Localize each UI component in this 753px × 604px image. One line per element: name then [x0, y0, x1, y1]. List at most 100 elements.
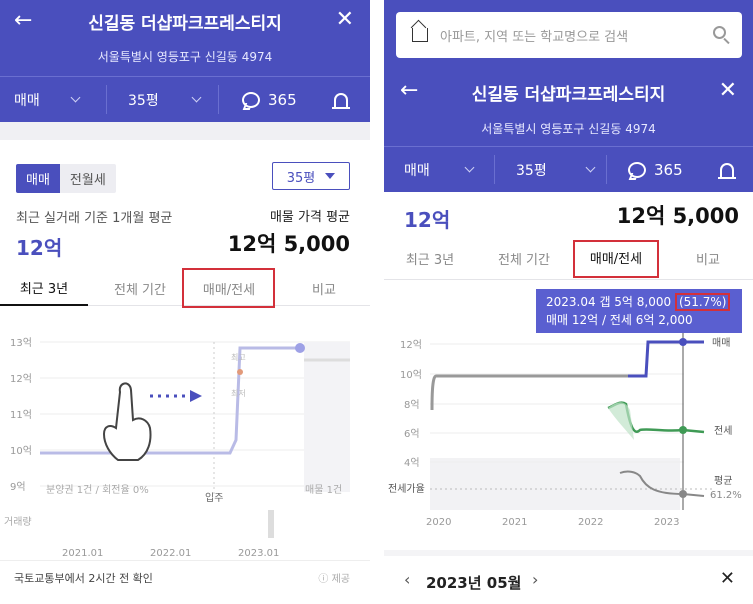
- x-label-2022: 2022: [578, 517, 603, 528]
- legend-jeonse: 전세: [714, 425, 732, 437]
- alert-button[interactable]: [718, 147, 736, 192]
- complex-header: ← 신길동 더샵파크프레스티지 ✕ 서울특별시 영등포구 신길동 4974: [384, 70, 753, 146]
- avg-caption: 최근 실거래 기준 1개월 평균: [16, 211, 173, 226]
- tooltip-ratio: (51.7%): [674, 293, 731, 311]
- area-dropdown[interactable]: 35평: [272, 162, 350, 190]
- max-marker: [237, 369, 243, 375]
- latest-point: [295, 343, 305, 353]
- avg-price: 12억: [404, 208, 451, 232]
- y-label-8: 8억: [404, 399, 420, 411]
- search-bar[interactable]: 아파트, 지역 또는 학교명으로 검색: [396, 12, 742, 58]
- back-arrow-icon[interactable]: ←: [14, 8, 33, 33]
- search-icon[interactable]: [713, 26, 726, 39]
- right-screen: 아파트, 지역 또는 학교명으로 검색 ← 신길동 더샵파크프레스티지 ✕ 서울…: [384, 0, 753, 604]
- tooltip-gap: 2023.04 갭 5억 8,000: [546, 295, 672, 309]
- segment-sale[interactable]: 매매: [16, 164, 60, 193]
- trade-type-label: 매매: [404, 162, 430, 179]
- highlight-box: [182, 268, 275, 308]
- complex-address: 서울특별시 영등포구 신길동 4974: [481, 122, 656, 136]
- trade-type-select[interactable]: 매매: [14, 77, 81, 122]
- jeonse-point: [679, 426, 687, 434]
- comment-count: 365: [654, 160, 683, 179]
- trade-type-select[interactable]: 매매: [404, 147, 475, 192]
- sale-point: [679, 338, 687, 346]
- filter-bar: 매매 35평 365: [0, 76, 370, 122]
- x-label-2022: 2022.01: [150, 548, 191, 559]
- y-label-13: 13억: [10, 337, 32, 349]
- segment-rent[interactable]: 전월세: [59, 164, 116, 193]
- chart-note-left: 분양권 1건 / 회전율 0%: [46, 484, 149, 496]
- volume-label: 거래량: [4, 516, 32, 528]
- tooltip-line2: 매매 12억 / 전세 6억 2,000: [546, 313, 693, 327]
- avg-price: 12억: [16, 236, 63, 260]
- complex-title: 신길동 더샵파크프레스티지: [88, 14, 282, 34]
- ratio-line: [619, 470, 705, 497]
- current-month: 2023년 05월: [426, 574, 522, 592]
- comments-button[interactable]: 365: [242, 77, 297, 122]
- area-dropdown-label: 35평: [286, 170, 316, 186]
- x-label-2023: 2023: [654, 517, 679, 528]
- close-icon[interactable]: ✕: [719, 568, 735, 589]
- period-tabs: 최근 3년 전체 기간 매매/전세 비교: [0, 270, 370, 306]
- tab-compare[interactable]: 비교: [312, 282, 336, 298]
- y-label-11: 11억: [10, 409, 32, 421]
- chevron-down-icon: [191, 92, 202, 103]
- trade-segment: 매매 전월세: [16, 164, 116, 193]
- chart-note-right: 매물 1건: [305, 484, 342, 496]
- period-tabs: 최근 3년 전체 기간 매매/전세 비교: [384, 238, 753, 280]
- close-icon[interactable]: ✕: [335, 7, 354, 32]
- listing-shade: [304, 342, 350, 492]
- tab-sale-jeonse[interactable]: 매매/전세: [202, 282, 256, 298]
- filter-bar: 매매 35평 365: [384, 146, 753, 192]
- complex-address: 서울특별시 영등포구 신길동 4974: [97, 50, 273, 64]
- swipe-hand-icon: [102, 382, 202, 461]
- trade-type-label: 매매: [14, 92, 40, 109]
- area-select[interactable]: 35평: [128, 77, 202, 122]
- tab-compare[interactable]: 비교: [696, 252, 720, 268]
- min-label: 최저: [231, 388, 246, 398]
- close-icon[interactable]: ✕: [718, 78, 737, 103]
- back-arrow-icon[interactable]: ←: [400, 78, 419, 103]
- area-label: 35평: [516, 162, 547, 179]
- next-month-icon[interactable]: ›: [532, 570, 539, 589]
- comment-icon: [242, 91, 260, 108]
- x-label-2023: 2023.01: [238, 548, 279, 559]
- tab-all-period[interactable]: 전체 기간: [498, 252, 550, 268]
- comment-count: 365: [268, 90, 297, 109]
- tooltip-line1: 2023.04 갭 5억 8,000 (51.7%): [546, 293, 732, 311]
- ratio-label: 전세가율: [388, 483, 425, 495]
- info-link[interactable]: ⓘ 제공: [318, 574, 350, 585]
- prev-month-icon[interactable]: ‹: [404, 570, 411, 589]
- comments-button[interactable]: 365: [628, 147, 683, 192]
- legend-sale: 매매: [712, 337, 730, 349]
- tab-all-period[interactable]: 전체 기간: [114, 282, 166, 298]
- chart-gridlines: [40, 341, 350, 487]
- area-select[interactable]: 35평: [516, 147, 596, 192]
- legend-avg: 평균: [714, 475, 732, 487]
- chevron-down-icon: [464, 162, 475, 173]
- home-icon[interactable]: [412, 28, 428, 42]
- ratio-point: [679, 490, 687, 498]
- y-label-12: 12억: [400, 339, 422, 351]
- left-screen: ← 신길동 더샵파크프레스티지 ✕ 서울특별시 영등포구 신길동 4974 매매…: [0, 0, 370, 604]
- x-label-2021: 2021: [502, 517, 527, 528]
- chevron-down-icon: [70, 92, 81, 103]
- volume-bar: [268, 510, 274, 538]
- y-label-10: 10억: [10, 445, 32, 457]
- search-placeholder: 아파트, 지역 또는 학교명으로 검색: [440, 29, 629, 45]
- y-label-4: 4억: [404, 457, 420, 469]
- chevron-down-icon: [585, 162, 596, 173]
- legend-avg-value: 61.2%: [710, 490, 742, 501]
- alert-button[interactable]: [332, 77, 350, 122]
- y-label-6: 6억: [404, 428, 420, 440]
- listing-price: 12억 5,000: [227, 232, 350, 256]
- caret-down-icon: [325, 173, 336, 179]
- highlight-box: [573, 240, 659, 278]
- month-navigator: ‹ 2023년 05월 › ✕: [384, 556, 753, 604]
- ratio-band: [430, 458, 680, 510]
- jeonse-range: [608, 402, 634, 440]
- tab-recent-3y[interactable]: 최근 3년: [0, 270, 88, 306]
- tab-recent-3y[interactable]: 최근 3년: [405, 252, 455, 268]
- y-label-12: 12억: [10, 373, 32, 385]
- x-label-2020: 2020: [426, 517, 451, 528]
